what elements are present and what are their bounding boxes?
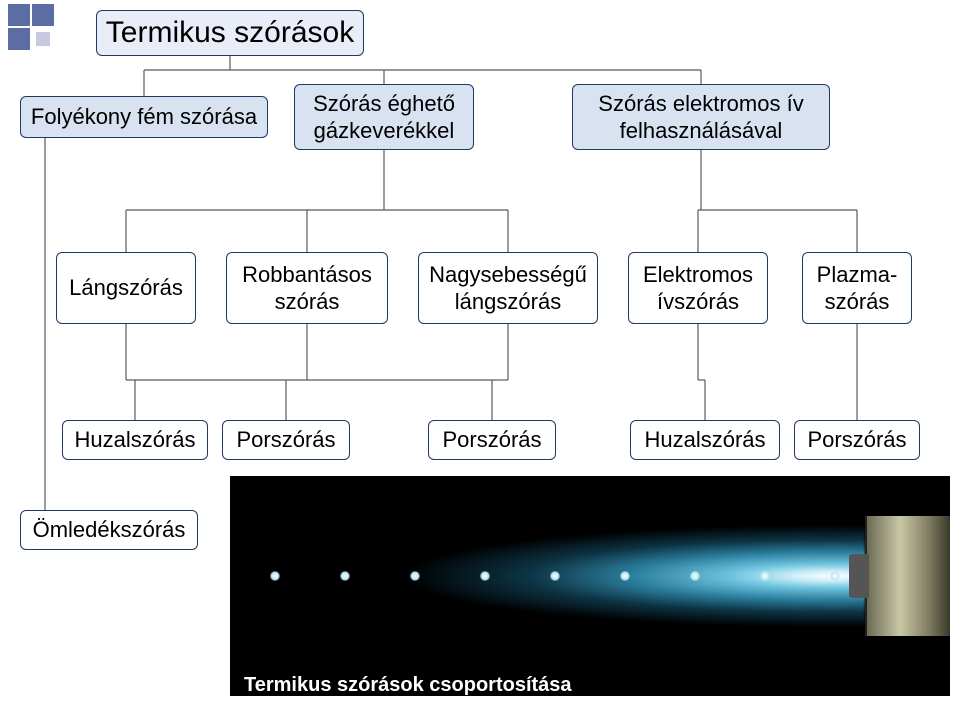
leaf-por2: Porszórás [428, 420, 556, 460]
leaf-por1: Porszórás [222, 420, 350, 460]
leaf-por3: Porszórás [794, 420, 920, 460]
slide-caption: Termikus szórások csoportosítása [244, 674, 572, 697]
node-robb: Robbantásosszórás [226, 252, 388, 324]
category-cat_gas: Szórás éghetőgázkeverékkel [294, 84, 474, 150]
category-cat_liquid: Folyékony fém szórása [20, 96, 268, 138]
node-lang: Lángszórás [56, 252, 196, 324]
leaf-huzal2: Huzalszórás [630, 420, 780, 460]
node-eliv: Elektromosívszórás [628, 252, 768, 324]
node-plazma: Plazma-szórás [802, 252, 912, 324]
corner-decoration [0, 0, 70, 55]
category-cat_elec: Szórás elektromos ívfelhasználásával [572, 84, 830, 150]
node-nagy: Nagysebességűlángszórás [418, 252, 598, 324]
leaf-huzal1: Huzalszórás [62, 420, 208, 460]
leaf-omledek: Ömledékszórás [20, 510, 198, 550]
title-node: Termikus szórások [96, 10, 364, 56]
flame-spray-image [230, 476, 950, 696]
